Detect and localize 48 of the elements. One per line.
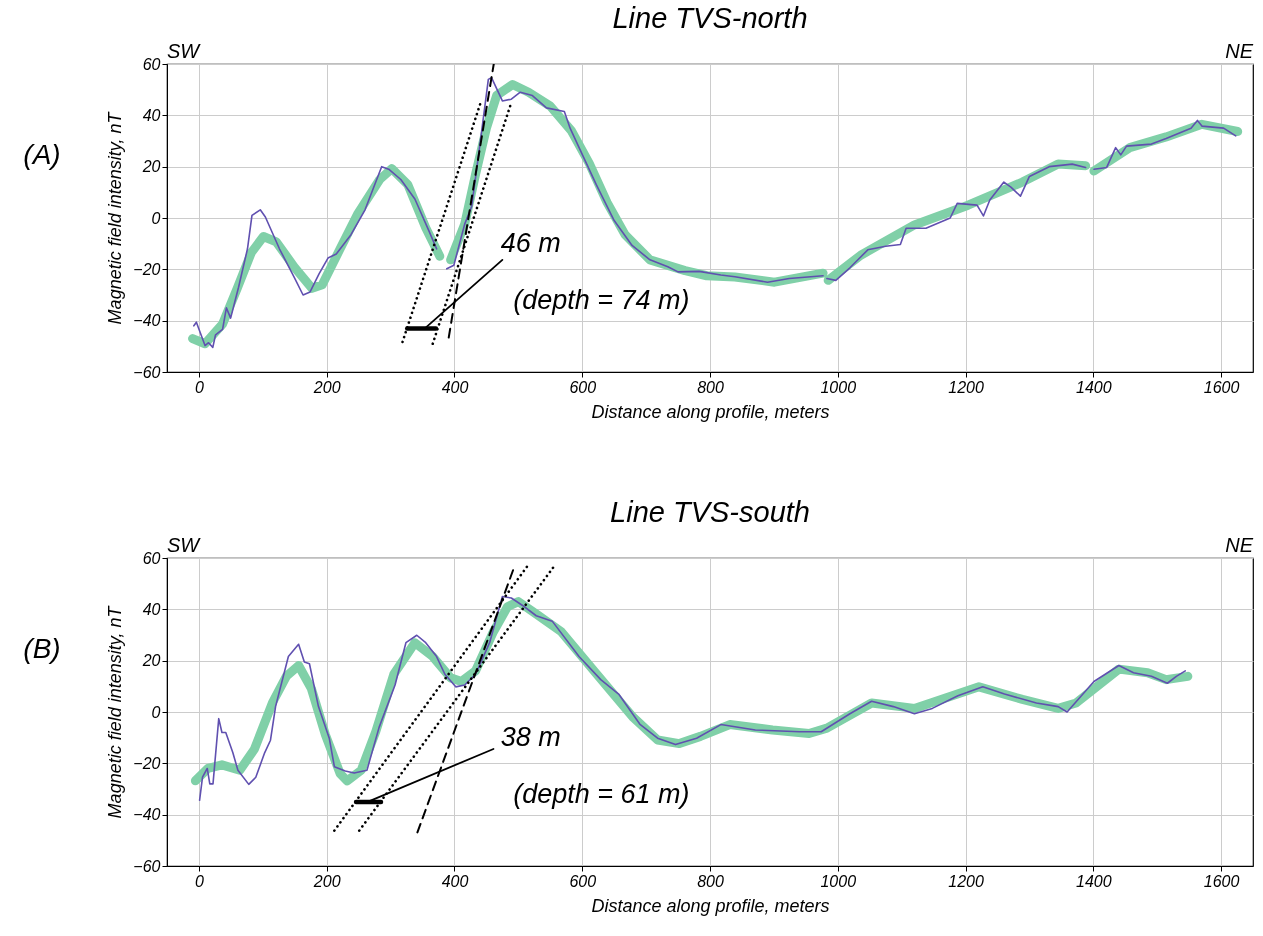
y-tick-label: −20 — [133, 754, 161, 772]
annotation: 46 m — [500, 228, 561, 259]
x-tick-label: 1400 — [1076, 872, 1112, 890]
x-axis-title: Distance along profile, meters — [591, 895, 830, 916]
x-tick-label: 800 — [697, 378, 724, 396]
x-axis-title: Distance along profile, meters — [591, 401, 830, 422]
text: (A) — [23, 139, 61, 171]
x-tick-label: 200 — [312, 378, 341, 396]
y-tick-label: 40 — [142, 600, 161, 618]
x-tick-label: 1000 — [820, 872, 857, 890]
y-tick-label: 60 — [142, 549, 161, 567]
y-tick-label: 20 — [141, 652, 161, 670]
y-tick-label: 60 — [142, 55, 161, 73]
text: (B) — [23, 633, 61, 665]
annotation: 38 m — [500, 722, 561, 753]
x-tick-label: 200 — [312, 872, 341, 890]
x-tick-label: 1200 — [948, 378, 984, 396]
y-axis-title: Magnetic field intensity, nT — [105, 604, 126, 819]
text: SW — [167, 40, 202, 62]
x-tick-label: 1600 — [1203, 378, 1240, 396]
x-tick-label: 0 — [194, 872, 204, 890]
x-tick-label: 1600 — [1203, 872, 1240, 890]
y-tick-label: −20 — [133, 260, 161, 278]
x-tick-label: 1200 — [948, 872, 984, 890]
y-axis-title: Magnetic field intensity, nT — [105, 110, 126, 325]
y-tick-label: 40 — [142, 106, 161, 124]
x-tick-label: 600 — [569, 872, 597, 890]
y-tick-label: 0 — [151, 209, 161, 227]
x-tick-label: 1000 — [820, 378, 857, 396]
annotation: (depth = 61 m) — [513, 779, 690, 810]
x-tick-label: 1400 — [1076, 378, 1112, 396]
x-tick-label: 800 — [697, 872, 724, 890]
annotation: (depth = 74 m) — [513, 285, 690, 316]
x-tick-label: 600 — [569, 378, 597, 396]
y-tick-label: −40 — [133, 312, 161, 330]
y-tick-label: −40 — [133, 806, 161, 824]
chart-title: Line TVS-south — [610, 496, 810, 528]
y-tick-label: 0 — [151, 703, 161, 721]
x-tick-label: 400 — [441, 872, 469, 890]
text: NE — [1225, 40, 1254, 62]
y-tick-label: 20 — [141, 158, 161, 176]
chart-title: Line TVS-north — [612, 2, 808, 34]
x-tick-label: 400 — [441, 378, 469, 396]
y-tick-label: −60 — [133, 857, 161, 875]
x-tick-label: 0 — [194, 378, 204, 396]
text: SW — [167, 534, 202, 556]
y-tick-label: −60 — [133, 363, 161, 381]
text: NE — [1225, 534, 1254, 556]
